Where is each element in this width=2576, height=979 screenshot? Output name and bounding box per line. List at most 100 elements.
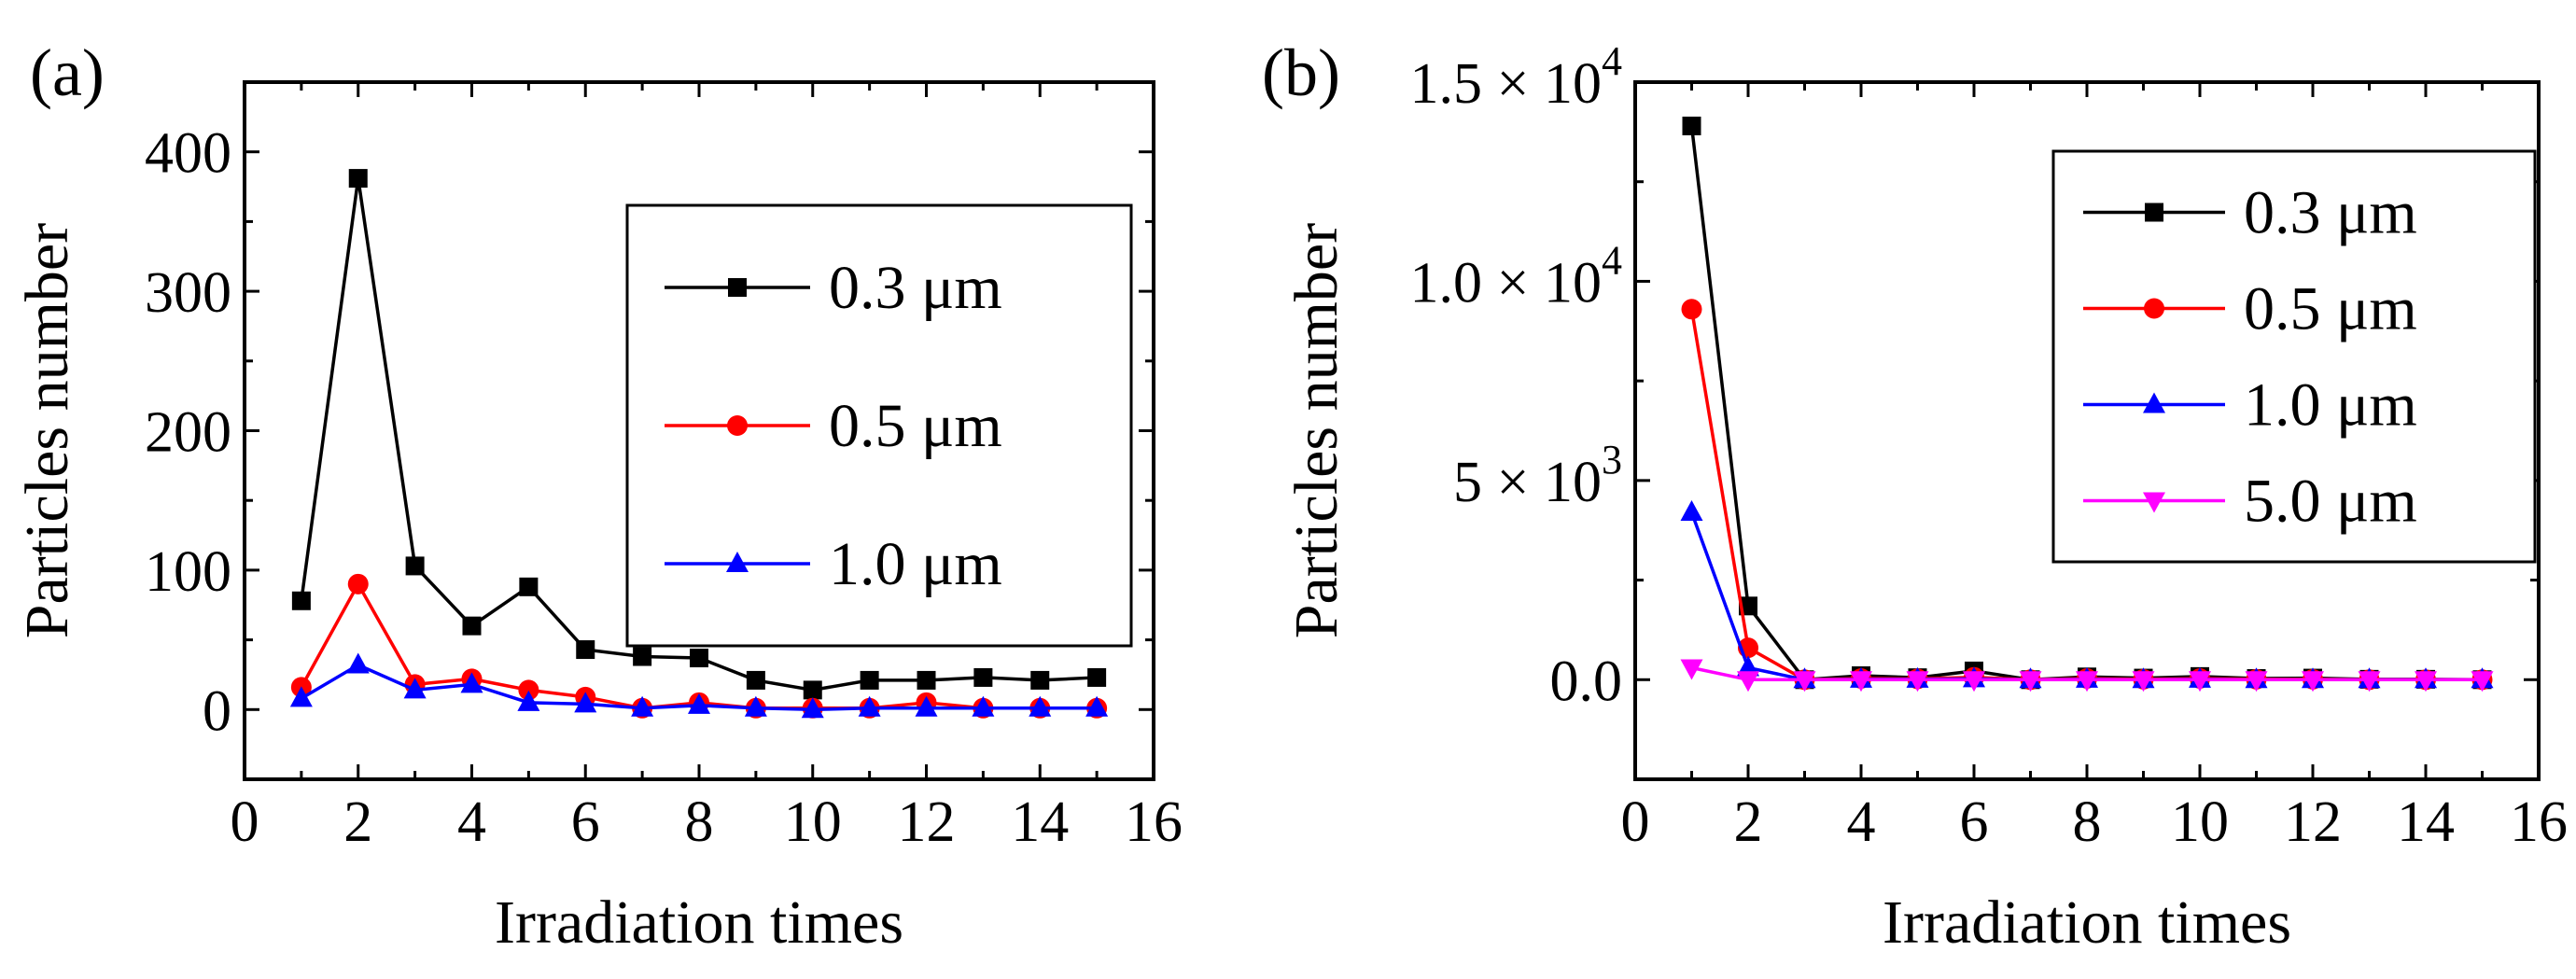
legend-label: 0.3 μm: [829, 254, 1002, 322]
x-tick-label: 12: [2284, 790, 2342, 854]
data-point: [1681, 299, 1702, 320]
series-0.3m: [291, 169, 1107, 700]
data-point: [1737, 671, 1759, 692]
y-tick-exponent: 4: [1602, 237, 1622, 283]
data-point: [917, 670, 936, 690]
data-point: [462, 616, 482, 636]
data-point: [2471, 671, 2494, 692]
y-tick-mantissa: 1.5 × 10: [1410, 52, 1602, 116]
x-tick-label: 6: [571, 790, 600, 854]
y-axis-label: Particles number: [1282, 223, 1351, 638]
data-point: [1030, 670, 1050, 690]
x-tick-label: 16: [1125, 790, 1183, 854]
data-point: [744, 695, 767, 717]
legend: 0.3 μm 0.5 μm 1.0 μm 5.0 μm: [2051, 149, 2537, 564]
legend-label: 1.0 μm: [829, 530, 1002, 598]
y-tick-label: 300: [145, 261, 231, 325]
data-point: [519, 577, 539, 596]
y-tick-label: 0: [203, 679, 231, 743]
x-tick-label: 8: [2073, 790, 2102, 854]
legend: 0.3 μm 0.5 μm 1.0 μm: [625, 203, 1133, 648]
y-axis-label: Particles number: [13, 223, 81, 638]
data-point: [633, 647, 652, 666]
y-tick-label: 5 × 103: [1453, 437, 1622, 514]
x-axis-label: Irradiation times: [495, 888, 903, 957]
data-point: [291, 591, 311, 610]
data-point: [574, 692, 597, 713]
y-tick-mantissa: 0.0: [1550, 650, 1623, 713]
legend-marker: [728, 278, 747, 297]
y-tick-label: 400: [145, 122, 231, 186]
data-point: [746, 670, 765, 690]
data-point: [690, 649, 708, 668]
x-tick-label: 16: [2510, 790, 2568, 854]
data-point: [803, 680, 822, 700]
y-tick-label: 1.5 × 104: [1410, 38, 1622, 116]
x-tick-label: 8: [685, 790, 714, 854]
data-point: [2415, 671, 2437, 692]
legend-marker: [2145, 203, 2163, 222]
y-tick-exponent: 3: [1602, 437, 1622, 483]
data-point: [915, 695, 938, 717]
x-tick-label: 14: [1011, 790, 1069, 854]
x-tick-label: 6: [1960, 790, 1989, 854]
legend-marker: [2144, 298, 2164, 319]
data-point: [1680, 659, 1703, 680]
data-point: [631, 695, 654, 717]
x-tick-label: 4: [457, 790, 486, 854]
data-point: [1087, 667, 1107, 687]
y-tick-mantissa: 1.0 × 10: [1410, 251, 1602, 315]
y-tick-label: 1.0 × 104: [1410, 237, 1622, 315]
x-tick-label: 10: [2171, 790, 2229, 854]
data-point: [517, 690, 540, 711]
legend-label: 0.5 μm: [2244, 275, 2417, 343]
data-point: [346, 652, 370, 674]
data-point: [2076, 671, 2098, 692]
data-point: [2189, 671, 2211, 692]
legend-marker: [2143, 492, 2165, 513]
data-point: [405, 556, 425, 576]
x-tick-label: 0: [231, 790, 259, 854]
y-tick-exponent: 4: [1602, 38, 1622, 84]
data-point: [1906, 671, 1929, 692]
panel-label: (b): [1262, 35, 1340, 110]
data-point: [973, 667, 993, 687]
y-tick-label: 100: [145, 540, 231, 604]
data-point: [347, 573, 369, 594]
data-point: [2302, 671, 2324, 692]
legend-label: 0.5 μm: [829, 392, 1002, 460]
data-point: [860, 670, 879, 690]
y-tick-label: 200: [145, 401, 231, 465]
legend-marker: [726, 552, 749, 572]
legend-label: 0.3 μm: [2244, 179, 2417, 247]
data-point: [2358, 671, 2381, 692]
x-tick-label: 0: [1621, 790, 1650, 854]
x-tick-label: 4: [1847, 790, 1876, 854]
data-point: [1963, 671, 1985, 692]
panel-a: (a) 0 2 4 6 8 10 12 14 16 0 100 200 300 400 Irradiation…: [13, 35, 1183, 957]
x-tick-label: 14: [2397, 790, 2455, 854]
data-point: [858, 695, 881, 717]
data-point: [1682, 116, 1701, 135]
y-tick-mantissa: 5 × 10: [1453, 451, 1602, 514]
x-tick-label: 10: [784, 790, 842, 854]
y-tick-label: 0.0: [1550, 650, 1623, 713]
data-point: [403, 678, 427, 699]
legend-marker: [727, 415, 748, 436]
legend-label: 1.0 μm: [2244, 371, 2417, 440]
data-point: [348, 169, 368, 189]
data-point: [2132, 671, 2155, 692]
x-tick-label: 2: [1734, 790, 1763, 854]
x-tick-label: 2: [343, 790, 372, 854]
data-point: [460, 672, 483, 693]
data-point: [1029, 695, 1052, 717]
data-point: [576, 640, 595, 660]
legend-box: [2051, 149, 2537, 564]
series-5.0m: [1680, 659, 2494, 692]
x-tick-label: 12: [898, 790, 956, 854]
series-1.0m: [289, 652, 1109, 719]
x-axis-label: Irradiation times: [1883, 888, 2291, 957]
data-point: [1085, 695, 1109, 717]
